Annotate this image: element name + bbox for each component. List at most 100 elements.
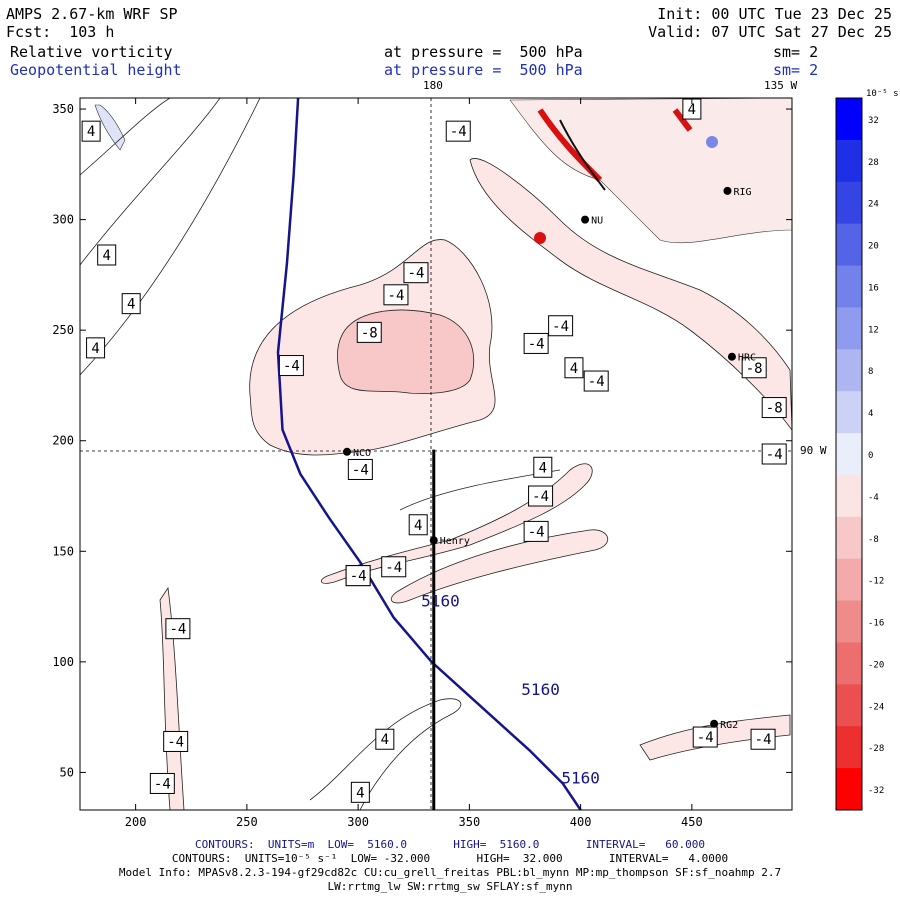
vorticity-label-box <box>149 772 175 794</box>
vorticity-label-box <box>165 618 191 640</box>
stormy-region <box>509 98 792 244</box>
vorticity-label: -4 <box>692 726 718 748</box>
vort-max-spot <box>534 232 546 244</box>
field2-name: Geopotential height <box>10 61 182 79</box>
vorticity-label-text: -4 <box>697 730 714 746</box>
colorbar-swatch <box>836 768 862 811</box>
vorticity-label-box <box>445 120 471 142</box>
vorticity-label-text: -4 <box>588 374 605 390</box>
vorticity-label-text: -8 <box>766 401 783 417</box>
vorticity-label: -4 <box>750 728 776 750</box>
field1-smoothing: sm= 2 <box>773 43 819 61</box>
field2-smoothing: sm= 2 <box>773 61 819 79</box>
vorticity-label-box <box>121 293 141 315</box>
vorticity-label-box <box>278 355 304 377</box>
colorbar-tick-label: 24 <box>868 200 879 210</box>
vorticity-label-box <box>564 357 584 379</box>
vorticity-label-box <box>81 120 101 142</box>
x-tick-label: 450 <box>681 815 703 829</box>
y-tick-label: 100 <box>52 655 74 669</box>
colorbar-swatch <box>836 684 862 727</box>
vorticity-shading: 4444-4-4-8-4-4-4-44-44-44-4-4-4-4-4-4-4-… <box>80 98 792 810</box>
colorbar-tick-label: 20 <box>868 242 879 252</box>
vorticity-label-text: 4 <box>102 248 110 264</box>
station-dot <box>581 215 590 224</box>
vorticity-label-text: -4 <box>385 560 402 576</box>
colorbar-swatch <box>836 181 862 225</box>
plot-frame <box>79 97 793 811</box>
station-label: RIG <box>733 187 751 198</box>
vorticity-label: -4 <box>528 485 554 507</box>
footer-physics: LW:rrtmg_lw SW:rrtmg_sw SFLAY:sf_mynn <box>327 880 573 893</box>
colorbar-tick-label: -16 <box>868 619 884 629</box>
colorbar-tick-label: -12 <box>868 577 884 587</box>
vorticity-label-box <box>350 781 370 803</box>
valid-time: Valid: 07 UTC Sat 27 Dec 25 <box>648 23 892 41</box>
field1-level: at pressure = 500 hPa <box>384 43 583 61</box>
field1-name: Relative vorticity <box>10 43 173 61</box>
vorticity-label-text: 4 <box>356 785 364 801</box>
vorticity-label-box <box>86 337 106 359</box>
vorticity-label-box <box>761 443 787 465</box>
x-tick-label: 300 <box>347 815 369 829</box>
station-label: Henry <box>440 536 470 547</box>
colorbar-swatch <box>836 433 862 476</box>
height-contour-5160 <box>276 98 582 810</box>
station-dot <box>727 352 736 361</box>
colorbar-tick-label: 12 <box>868 325 879 335</box>
vorticity-label-text: -4 <box>388 288 405 304</box>
station-dot <box>429 536 438 545</box>
colorbar-tick-label: 8 <box>868 367 873 377</box>
vorticity-label: -4 <box>383 284 409 306</box>
colorbar-swatch <box>836 265 862 308</box>
neg-vort-band-ne <box>469 158 792 431</box>
station-label: RG2 <box>720 720 738 731</box>
strong-vort-streak-2 <box>559 119 606 191</box>
vorticity-label-box <box>97 244 117 266</box>
vorticity-label: -4 <box>761 443 787 465</box>
colorbar-swatch <box>836 307 862 350</box>
y-tick-label: 200 <box>52 434 74 448</box>
vorticity-label-text: -4 <box>408 266 425 282</box>
vorticity-label-text: -4 <box>350 569 367 585</box>
vorticity-label-text: -4 <box>352 462 369 478</box>
colorbar-swatch <box>836 600 862 643</box>
vorticity-label-box <box>533 456 553 478</box>
vorticity-label-box <box>375 728 395 750</box>
height-contour-label: 5160 <box>561 768 600 787</box>
vorticity-label: -4 <box>403 262 429 284</box>
vorticity-label-box <box>583 370 609 392</box>
model-title: AMPS 2.67-km WRF SP <box>6 5 178 23</box>
colorbar-swatch <box>836 391 862 434</box>
station-label: NCO <box>353 448 371 459</box>
station-dot <box>723 186 732 195</box>
y-axis: 50 100 150 200 250 300 350 <box>52 102 792 779</box>
vorticity-label-box <box>548 315 574 337</box>
stations: NCO Henry RG2 HRC RIG NU <box>343 186 756 731</box>
pos-contour-4 <box>309 698 462 810</box>
vorticity-label-box <box>761 397 787 419</box>
vorticity-label-box <box>403 262 429 284</box>
colorbar-tick-label: -4 <box>868 493 879 503</box>
init-time: Init: 00 UTC Tue 23 Dec 25 <box>657 5 892 23</box>
vorticity-label: 4 <box>81 120 101 142</box>
vorticity-label-box <box>528 485 554 507</box>
station-dot <box>710 719 719 728</box>
y-tick-label: 300 <box>52 213 74 227</box>
vorticity-label: -4 <box>523 332 549 354</box>
x-tick-label: 400 <box>570 815 592 829</box>
colorbar-tick-label: 16 <box>868 283 879 293</box>
vorticity-label-box <box>523 332 549 354</box>
y-tick-label: 50 <box>60 765 74 779</box>
vorticity-label: -4 <box>278 355 304 377</box>
vorticity-label-box <box>523 520 549 542</box>
vorticity-label: -4 <box>445 120 471 142</box>
height-contour-label: 5160 <box>421 592 460 611</box>
strong-vort-streak-3 <box>672 108 693 132</box>
vorticity-label-box <box>692 726 718 748</box>
vorticity-label-text: -4 <box>528 524 545 540</box>
y-tick-label: 350 <box>52 102 74 116</box>
colorbar-tick-label: 0 <box>868 451 873 461</box>
vorticity-label-text: -4 <box>169 622 186 638</box>
colorbar-unit-label: 10⁻⁵ s⁻¹ <box>866 89 900 99</box>
